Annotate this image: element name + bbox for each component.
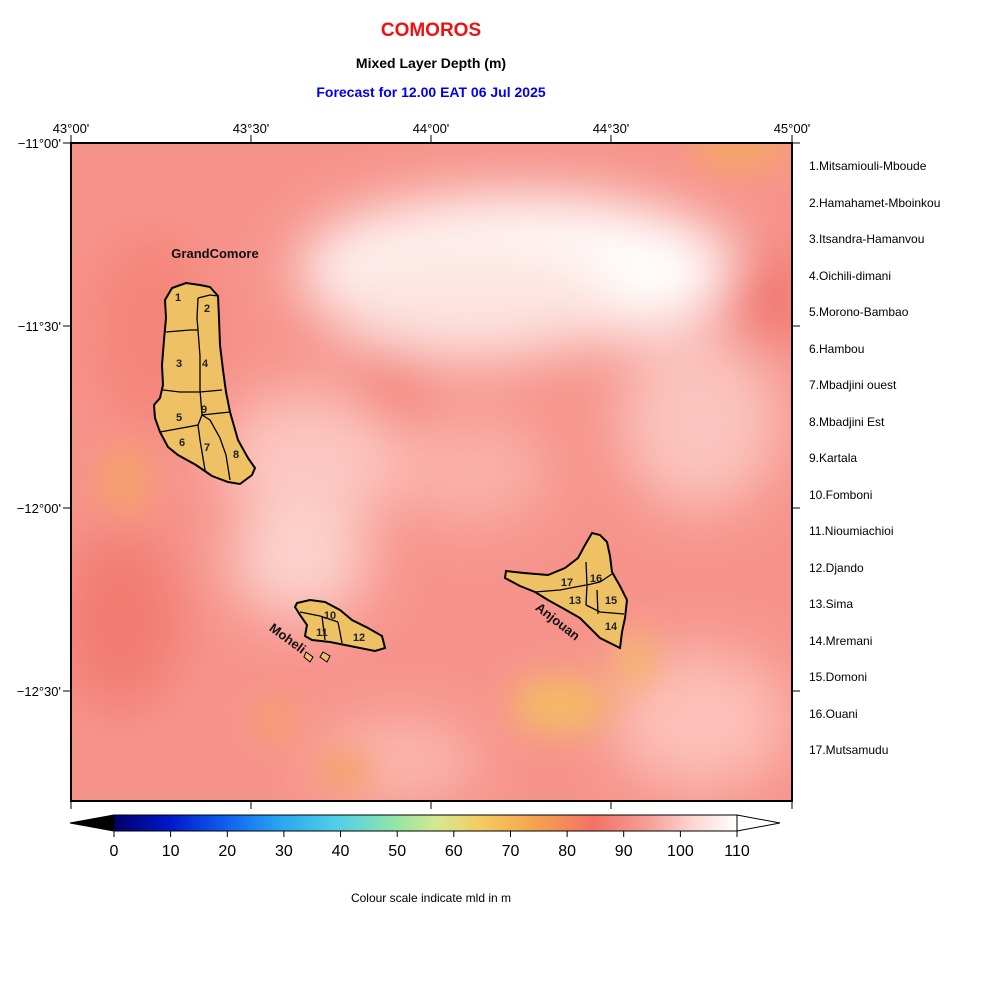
region-number-13: 13 — [569, 595, 581, 607]
region-number-4: 4 — [202, 358, 209, 370]
region-number-11: 11 — [316, 627, 328, 639]
colorbar-label: 10 — [161, 843, 180, 860]
colorbar-label: 30 — [274, 843, 293, 860]
lon-tick-label: 45°00' — [774, 121, 811, 136]
colorbar-label: 80 — [558, 843, 576, 860]
colorbar-label: 50 — [388, 843, 407, 860]
colorbar-label: 40 — [331, 843, 350, 860]
legend-item: 4.Oichili-dimani — [809, 269, 892, 283]
legend-item: 6.Hambou — [809, 342, 865, 356]
legend-item: 14.Mremani — [809, 634, 873, 648]
legend-item: 13.Sima — [809, 597, 854, 611]
lat-tick-label: −12°00' — [17, 501, 61, 516]
mld-field — [71, 143, 792, 801]
colorbar-caption: Colour scale indicate mld in m — [350, 891, 512, 905]
lon-tick-label: 44°00' — [413, 121, 450, 136]
map-title: COMOROS — [380, 20, 482, 41]
lon-tick-label: 43°00' — [53, 121, 90, 136]
island-moheli — [293, 598, 387, 663]
region-number-9: 9 — [201, 404, 207, 416]
lon-tick-label: 43°30' — [233, 121, 270, 136]
island-anjouan — [503, 531, 629, 650]
lat-tick-label: −12°30' — [17, 684, 61, 699]
legend-item: 3.Itsandra-Hamanvou — [809, 232, 925, 246]
legend-item: 7.Mbadjini ouest — [809, 378, 897, 392]
legend-item: 1.Mitsamiouli-Mboude — [809, 159, 927, 173]
legend-item: 11.Nioumiachioi — [809, 524, 894, 538]
island-grande-comore — [152, 281, 257, 486]
lat-tick-label: −11°00' — [18, 136, 61, 151]
colorbar-label: 110 — [724, 843, 750, 860]
region-number-1: 1 — [175, 292, 181, 304]
colorbar — [69, 814, 781, 837]
region-number-10: 10 — [324, 610, 336, 622]
colorbar-label: 70 — [501, 843, 520, 860]
region-number-8: 8 — [233, 449, 239, 461]
map-subtitle: Mixed Layer Depth (m) — [355, 55, 507, 71]
region-number-16: 16 — [590, 573, 602, 585]
region-number-2: 2 — [204, 303, 210, 315]
region-number-17: 17 — [561, 577, 573, 589]
region-number-5: 5 — [176, 412, 182, 424]
legend-item: 12.Djando — [809, 561, 864, 575]
region-number-14: 14 — [605, 621, 618, 633]
legend-item: 10.Fomboni — [809, 488, 873, 502]
lat-tick-label: −11°30' — [18, 319, 61, 334]
island-label-grandcomore: GrandComore — [171, 246, 258, 261]
colorbar-label: 100 — [667, 843, 694, 860]
region-number-3: 3 — [176, 358, 182, 370]
lon-tick-label: 44°30' — [593, 121, 630, 136]
legend-item: 17.Mutsamudu — [809, 743, 889, 757]
legend-item: 2.Hamahamet-Mboinkou — [809, 196, 941, 210]
colorbar-label: 90 — [614, 843, 633, 860]
region-number-15: 15 — [605, 595, 617, 607]
region-number-12: 12 — [353, 632, 365, 644]
colorbar-label: 20 — [218, 843, 237, 860]
legend-item: 9.Kartala — [809, 451, 858, 465]
legend-item: 5.Morono-Bambao — [809, 305, 909, 319]
legend-item: 8.Mbadjini Est — [809, 415, 885, 429]
colorbar-label: 0 — [109, 843, 119, 860]
forecast-time: Forecast for 12.00 EAT 06 Jul 2025 — [316, 84, 546, 100]
region-number-7: 7 — [204, 442, 210, 454]
colorbar-label: 60 — [444, 843, 463, 860]
legend-item: 16.Ouani — [809, 707, 858, 721]
legend-item: 15.Domoni — [809, 670, 868, 684]
axis-ticks — [63, 135, 800, 809]
region-number-6: 6 — [179, 437, 185, 449]
